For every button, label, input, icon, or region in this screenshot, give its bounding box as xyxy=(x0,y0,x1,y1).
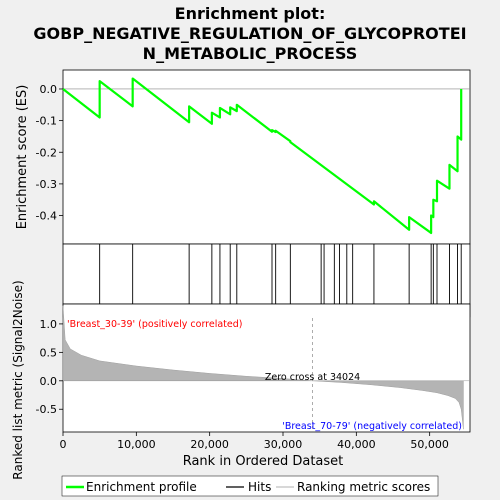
es-tick-label: -0.4 xyxy=(36,210,57,223)
es-tick-label: -0.3 xyxy=(36,178,57,191)
chart-title-line-2: GOBP_NEGATIVE_REGULATION_OF_GLYCOPROTEI xyxy=(33,24,466,43)
x-tick-label: 0 xyxy=(60,438,67,451)
x-tick-label: 20,000 xyxy=(190,438,229,451)
hits-panel xyxy=(62,243,471,305)
metric-y-axis-label: Ranked list metric (Signal2Noise) xyxy=(11,280,25,479)
metric-tick-label: 0.0 xyxy=(40,375,58,388)
es-y-ticks: 0.0 -0.1 -0.2 -0.3 -0.4 xyxy=(36,83,63,223)
x-tick-label: 50,000 xyxy=(410,438,449,451)
ranking-metric-area xyxy=(62,305,470,432)
zero-cross-label: Zero cross at 34024 xyxy=(265,372,360,383)
es-tick-label: -0.2 xyxy=(36,146,57,159)
es-tick-label: -0.1 xyxy=(36,115,57,128)
x-tick-label: 30,000 xyxy=(264,438,303,451)
metric-y-ticks: 1.0 0.5 0.0 -0.5 xyxy=(36,318,63,416)
x-axis-label: Rank in Ordered Dataset xyxy=(183,454,344,469)
metric-tick-label: 0.5 xyxy=(40,346,58,359)
legend-es-label: Enrichment profile xyxy=(86,480,197,494)
metric-tick-label: 1.0 xyxy=(40,318,58,331)
es-tick-label: 0.0 xyxy=(40,83,58,96)
neg-correlated-label: 'Breast_70-79' (negatively correlated) xyxy=(282,421,462,432)
x-tick-label: 10,000 xyxy=(117,438,156,451)
metric-tick-label: -0.5 xyxy=(36,403,57,416)
legend-box xyxy=(61,475,439,497)
enrichment-profile-line xyxy=(62,77,463,235)
es-panel xyxy=(62,69,471,245)
metric-area xyxy=(62,305,464,430)
es-series-line xyxy=(62,77,463,235)
legend-hits-label: Hits xyxy=(248,480,271,494)
x-tick-label: 40,000 xyxy=(337,438,376,451)
legend-metric-label: Ranking metric scores xyxy=(297,480,430,494)
es-y-axis-label: Enrichment score (ES) xyxy=(15,85,30,230)
chart-title-line-1: Enrichment plot: xyxy=(175,4,326,23)
hits-marks xyxy=(99,244,462,304)
x-axis-ticks: 0 10,000 20,000 30,000 40,000 50,000 xyxy=(60,432,449,451)
pos-correlated-label: 'Breast_30-39' (positively correlated) xyxy=(67,319,243,330)
chart-title-line-3: N_METABOLIC_PROCESS xyxy=(143,44,358,63)
